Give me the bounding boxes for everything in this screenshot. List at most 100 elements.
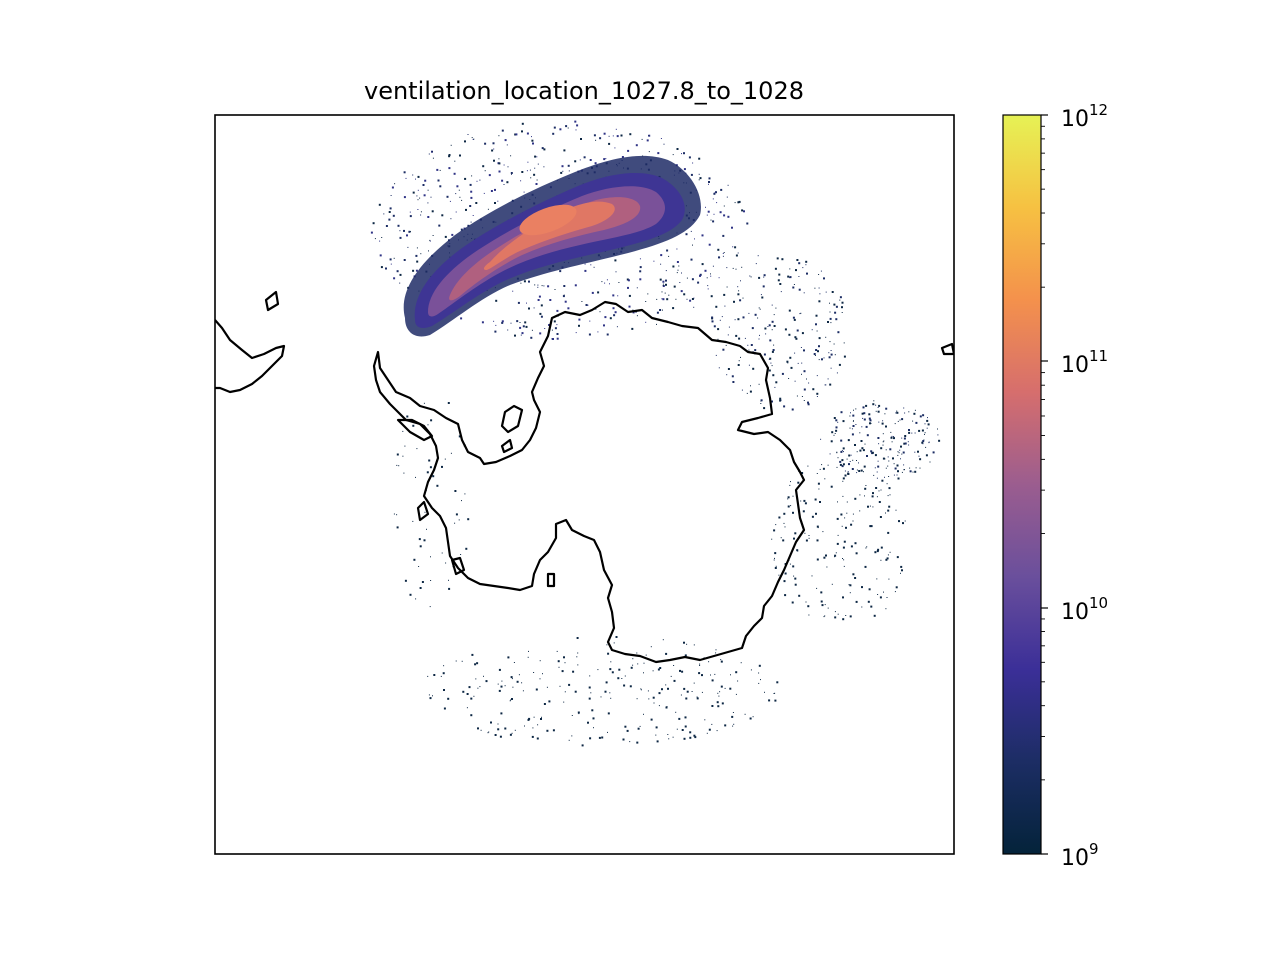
ventilation-speckle (416, 195, 418, 197)
ventilation-speckle (829, 453, 831, 455)
ventilation-speckle (859, 494, 861, 496)
ventilation-speckle (664, 292, 666, 294)
ventilation-speckle (836, 466, 838, 468)
ventilation-speckle (909, 467, 911, 469)
ventilation-speckle (849, 427, 851, 429)
tick-base: 10 (1061, 353, 1089, 378)
ventilation-speckle (863, 465, 866, 468)
ventilation-speckle (516, 320, 519, 323)
ventilation-speckle (536, 737, 539, 740)
ventilation-speckle (914, 432, 916, 434)
ventilation-speckle (391, 186, 394, 189)
ventilation-speckle (724, 305, 726, 307)
ventilation-speckle (653, 260, 655, 262)
ventilation-speckle (787, 496, 790, 499)
ventilation-speckle (749, 717, 752, 720)
ventilation-speckle (726, 286, 728, 288)
ventilation-speckle (450, 144, 452, 146)
ventilation-speckle (784, 594, 787, 597)
ventilation-speckle (645, 321, 647, 323)
ventilation-speckle (420, 253, 422, 255)
ventilation-speckle (818, 345, 820, 348)
ventilation-speckle (740, 356, 741, 358)
ventilation-speckle (467, 518, 470, 521)
ventilation-speckle (533, 716, 535, 718)
ventilation-speckle (726, 196, 728, 198)
ventilation-speckle (399, 273, 402, 276)
ventilation-speckle (574, 690, 577, 693)
ventilation-speckle (603, 324, 605, 327)
ventilation-speckle (614, 147, 616, 149)
ventilation-speckle (842, 477, 845, 480)
ventilation-speckle (742, 316, 745, 319)
ventilation-speckle (672, 265, 675, 268)
ventilation-speckle (427, 675, 429, 677)
ventilation-speckle (539, 332, 542, 335)
ventilation-speckle (614, 311, 617, 314)
ventilation-speckle (560, 171, 563, 174)
ventilation-speckle (827, 607, 829, 609)
ventilation-speckle (717, 705, 720, 708)
ventilation-speckle (533, 672, 535, 673)
ventilation-speckle (673, 665, 675, 666)
ventilation-speckle (751, 327, 754, 330)
ventilation-speckle (532, 142, 534, 145)
ventilation-speckle (900, 445, 902, 448)
ventilation-speckle (471, 653, 474, 656)
ventilation-speckle (680, 290, 683, 293)
ventilation-speckle (436, 168, 439, 171)
ventilation-speckle (842, 480, 844, 482)
ventilation-speckle (636, 315, 638, 317)
ventilation-speckle (490, 721, 492, 724)
ventilation-speckle (854, 497, 857, 500)
ventilation-speckle (551, 329, 553, 331)
ventilation-speckle (737, 201, 740, 204)
ventilation-speckle (471, 137, 473, 139)
ventilation-speckle (629, 685, 632, 688)
ventilation-speckle (839, 460, 842, 463)
ventilation-speckle (472, 215, 474, 216)
ventilation-speckle (749, 275, 751, 277)
ventilation-speckle (863, 418, 866, 421)
ventilation-speckle (607, 712, 610, 715)
ventilation-speckle (500, 685, 503, 688)
ventilation-speckle (712, 265, 714, 267)
ventilation-speckle (844, 474, 847, 477)
ventilation-speckle (792, 316, 795, 319)
ventilation-speckle (448, 155, 451, 158)
ventilation-speckle (837, 331, 840, 334)
ventilation-speckle (774, 692, 776, 694)
ventilation-speckle (594, 162, 597, 165)
ventilation-speckle (574, 284, 577, 287)
ventilation-speckle (833, 343, 835, 345)
ventilation-speckle (727, 368, 730, 370)
ventilation-speckle (867, 600, 870, 603)
ventilation-speckle (904, 520, 906, 522)
ventilation-speckle (537, 284, 539, 286)
ventilation-speckle (672, 154, 674, 156)
ventilation-speckle (530, 336, 533, 339)
ventilation-speckle (667, 734, 669, 735)
ventilation-speckle (448, 167, 451, 170)
ventilation-speckle (851, 468, 854, 470)
ventilation-speckle (722, 253, 724, 254)
ventilation-speckle (897, 470, 899, 473)
ventilation-speckle (541, 716, 542, 718)
ventilation-speckle (734, 319, 736, 321)
ventilation-speckle (833, 417, 836, 419)
ventilation-speckle (662, 639, 664, 641)
ventilation-speckle (830, 485, 833, 488)
ventilation-speckle (911, 432, 913, 434)
ventilation-speckle (853, 409, 854, 411)
ventilation-speckle (389, 258, 392, 261)
ventilation-speckle (650, 718, 653, 721)
ventilation-speckle (855, 424, 857, 425)
ventilation-speckle (564, 300, 567, 303)
ventilation-speckle (536, 156, 538, 158)
ventilation-speckle (883, 440, 885, 442)
ventilation-speckle (734, 202, 736, 204)
ventilation-speckle (476, 662, 479, 665)
island-1 (500, 404, 524, 434)
ventilation-speckle (515, 133, 518, 136)
ventilation-speckle (873, 474, 875, 476)
